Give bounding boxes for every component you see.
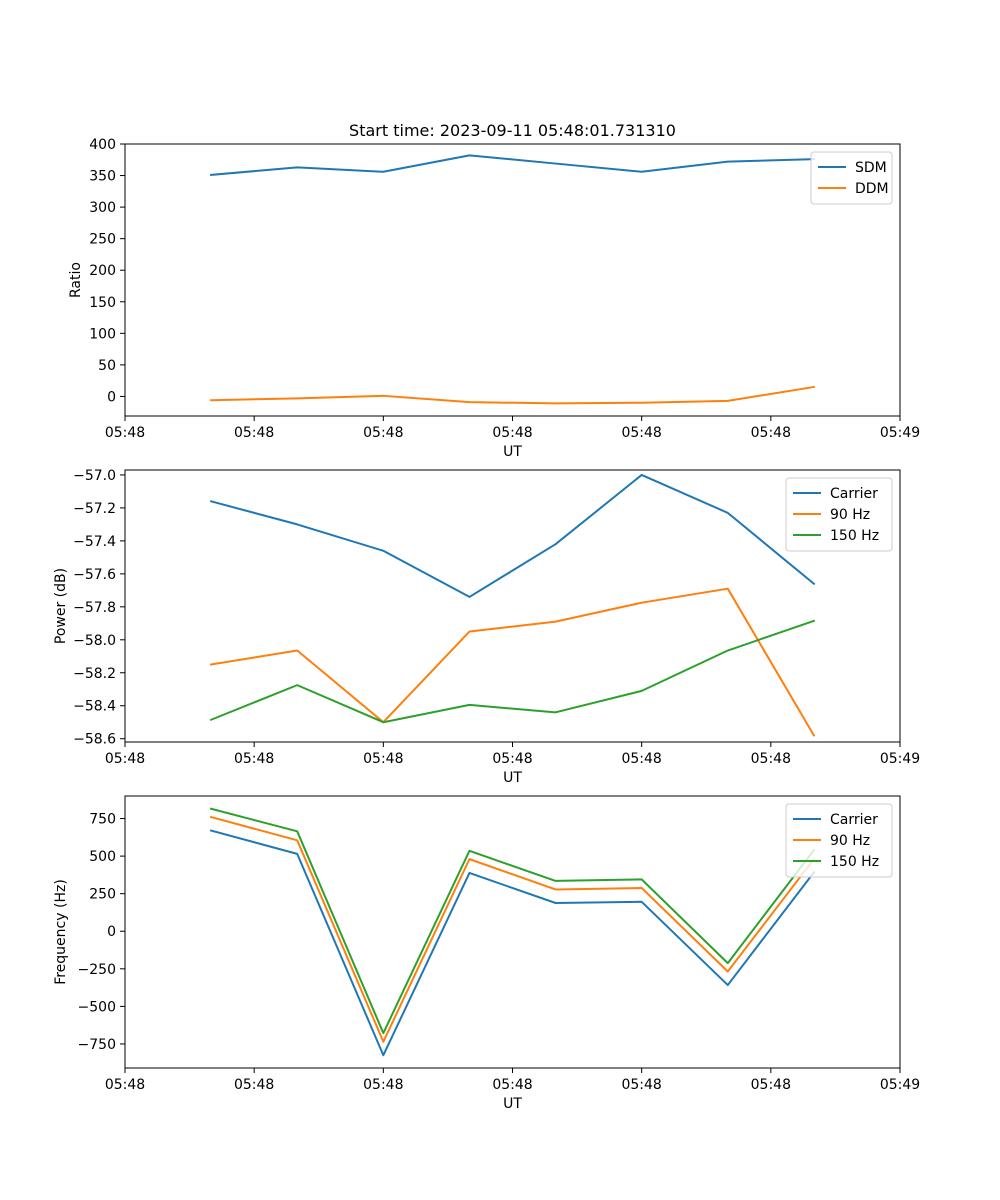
y-tick-label: 100 (89, 326, 116, 342)
x-tick-label: 05:48 (751, 1077, 791, 1093)
y-tick-label: −57.8 (73, 600, 116, 616)
y-tick-label: 400 (89, 137, 116, 153)
legend: Carrier 90 Hz 150 Hz (785, 803, 893, 878)
x-tick-label: 05:48 (363, 1077, 403, 1093)
series-line-150-hz (209, 807, 816, 1035)
legend-box (785, 477, 893, 552)
y-tick-label: 150 (89, 295, 116, 311)
series-line-carrier (209, 829, 816, 1057)
x-tick-label: 05:49 (880, 751, 920, 767)
x-tick-label: 05:49 (880, 425, 920, 441)
series-line-sdm (210, 154, 815, 177)
y-tick-label: −57.4 (73, 534, 116, 550)
y-tick-label: 350 (89, 169, 116, 185)
y-tick-label: −57.6 (73, 567, 116, 583)
x-tick-label: 05:48 (621, 1077, 661, 1093)
series-line-150-hz (209, 619, 816, 724)
x-tick-label: 05:48 (234, 751, 274, 767)
y-axis-label: Power (dB) (53, 568, 69, 644)
series-line-90-hz (209, 815, 816, 1043)
x-tick-label: 05:48 (363, 751, 403, 767)
ratio-panel: 05:48 05:48 05:48 05:48 05:48 05:48 05:49 0 50 10… (68, 137, 920, 460)
y-tick-label: −500 (78, 999, 116, 1015)
legend-label: 150 Hz (830, 528, 879, 544)
y-tick-label: 200 (89, 263, 116, 279)
y-tick-label: 300 (89, 200, 116, 216)
x-tick-label: 05:48 (105, 751, 145, 767)
x-tick-label: 05:48 (621, 751, 661, 767)
y-tick-label: 0 (107, 389, 116, 405)
x-tick-label: 05:48 (621, 425, 661, 441)
legend-label: 150 Hz (830, 854, 879, 870)
legend: SDM DDM (810, 151, 893, 205)
series-lines (209, 473, 816, 737)
x-tick-label: 05:48 (105, 1077, 145, 1093)
series-line-carrier (209, 473, 816, 598)
legend-label: Carrier (830, 486, 878, 502)
x-axis-label: UT (503, 770, 522, 786)
y-tick-label: −58.6 (73, 732, 116, 748)
legend-label: Carrier (830, 812, 878, 828)
y-tick-label: −57.0 (73, 468, 116, 484)
series-lines (209, 807, 816, 1057)
series-line-ddm (210, 385, 816, 405)
y-tick-label: 750 (89, 812, 116, 828)
y-tick-label: −58.0 (73, 633, 116, 649)
y-tick-label: −250 (78, 962, 116, 978)
x-axis-label: UT (503, 1096, 522, 1112)
x-tick-label: 05:48 (234, 1077, 274, 1093)
x-tick-label: 05:49 (880, 1077, 920, 1093)
x-tick-label: 05:48 (492, 425, 532, 441)
y-tick-label: 50 (98, 358, 116, 374)
x-tick-label: 05:48 (751, 751, 791, 767)
y-tick-label: 250 (89, 887, 116, 903)
legend: Carrier 90 Hz 150 Hz (785, 477, 893, 552)
x-tick-label: 05:48 (363, 425, 403, 441)
power-panel: 05:48 05:48 05:48 05:48 05:48 05:48 05:49 −58.6… (53, 468, 920, 786)
legend-label: 90 Hz (830, 507, 870, 523)
y-axis-label: Frequency (Hz) (53, 879, 69, 985)
legend-label: DDM (855, 181, 889, 197)
y-tick-label: −58.2 (73, 666, 116, 682)
panels: 05:48 05:48 05:48 05:48 05:48 05:48 05:49 0 50 10… (53, 137, 920, 1112)
y-tick-label: −58.4 (73, 699, 116, 715)
y-tick-label: 500 (89, 849, 116, 865)
y-tick-label: 250 (89, 232, 116, 248)
series-line-90-hz (209, 587, 816, 737)
y-tick-label: −750 (78, 1037, 116, 1053)
x-axis-label: UT (503, 444, 522, 460)
x-tick-label: 05:48 (492, 1077, 532, 1093)
legend-box (810, 151, 893, 205)
y-tick-label: −57.2 (73, 501, 116, 517)
legend-label: SDM (855, 160, 887, 176)
series-lines (210, 154, 816, 405)
x-tick-label: 05:48 (234, 425, 274, 441)
x-tick-label: 05:48 (492, 751, 532, 767)
legend-box (785, 803, 893, 878)
legend-label: 90 Hz (830, 833, 870, 849)
y-tick-label: 0 (107, 924, 116, 940)
chart-title: Start time: 2023-09-11 05:48:01.731310 (349, 121, 676, 140)
y-axis-label: Ratio (68, 262, 84, 298)
x-tick-label: 05:48 (105, 425, 145, 441)
x-tick-label: 05:48 (751, 425, 791, 441)
frequency-panel: 05:48 05:48 05:48 05:48 05:48 05:48 05:49 −750 −… (53, 795, 920, 1112)
